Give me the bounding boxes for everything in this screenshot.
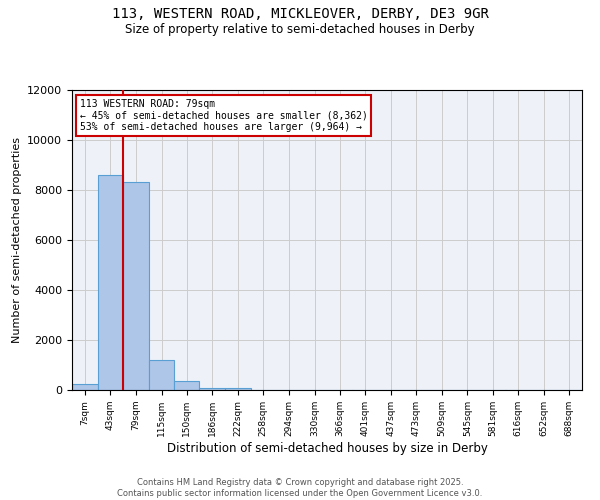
Bar	[98, 174, 123, 390]
Bar	[149, 360, 175, 390]
Bar	[72, 384, 98, 390]
Bar	[199, 388, 225, 390]
X-axis label: Distribution of semi-detached houses by size in Derby: Distribution of semi-detached houses by …	[167, 442, 487, 454]
Y-axis label: Number of semi-detached properties: Number of semi-detached properties	[11, 137, 22, 343]
Text: Contains HM Land Registry data © Crown copyright and database right 2025.
Contai: Contains HM Land Registry data © Crown c…	[118, 478, 482, 498]
Text: 113, WESTERN ROAD, MICKLEOVER, DERBY, DE3 9GR: 113, WESTERN ROAD, MICKLEOVER, DERBY, DE…	[112, 8, 488, 22]
Bar	[123, 182, 149, 390]
Bar	[174, 381, 199, 390]
Text: 113 WESTERN ROAD: 79sqm
← 45% of semi-detached houses are smaller (8,362)
53% of: 113 WESTERN ROAD: 79sqm ← 45% of semi-de…	[80, 99, 368, 132]
Bar	[225, 388, 251, 390]
Text: Size of property relative to semi-detached houses in Derby: Size of property relative to semi-detach…	[125, 22, 475, 36]
